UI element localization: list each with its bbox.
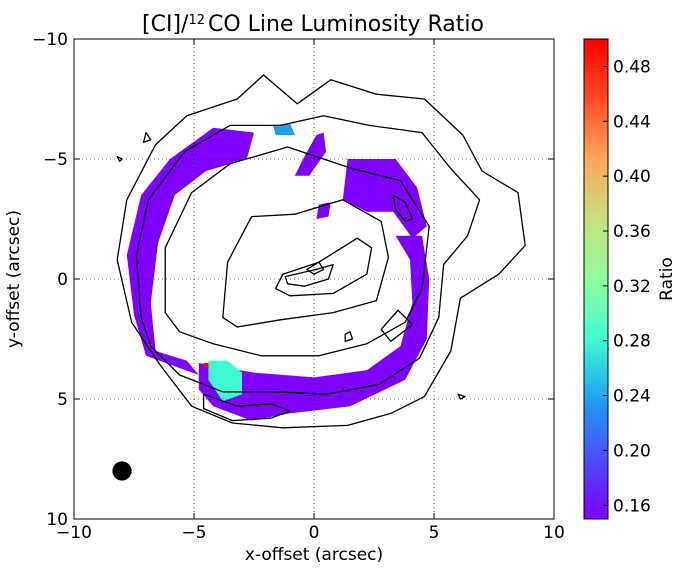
colorbar-tick-label: 0.44 bbox=[613, 112, 651, 132]
contour-line bbox=[164, 146, 430, 357]
contour-line bbox=[222, 199, 390, 328]
y-tick-label: 10 bbox=[46, 510, 68, 530]
x-tick-label: 5 bbox=[429, 523, 440, 543]
contour-line bbox=[142, 131, 152, 143]
x-axis-label: x-offset (arcsec) bbox=[245, 545, 383, 565]
x-tick-label: −10 bbox=[56, 523, 92, 543]
grid-lines bbox=[74, 39, 554, 519]
contour-line bbox=[135, 115, 481, 395]
colorbar-tick-label: 0.28 bbox=[613, 332, 651, 352]
x-tick-label: 0 bbox=[309, 523, 320, 543]
colorbar-tick-label: 0.32 bbox=[613, 277, 651, 297]
colorbar-tick-label: 0.48 bbox=[613, 57, 651, 77]
colorbar-ticks: 0.16 0.20 0.24 0.28 0.32 0.36 0.40 0.44 0.48 bbox=[603, 57, 651, 516]
title-rest: CO Line Luminosity Ratio bbox=[208, 12, 484, 37]
colorbar-label: Ratio bbox=[657, 257, 677, 301]
contour-line bbox=[202, 393, 291, 422]
ratio-region bbox=[342, 159, 427, 239]
colorbar-tick-label: 0.16 bbox=[613, 496, 651, 516]
contour-line bbox=[284, 263, 334, 287]
y-tick-label: 0 bbox=[57, 270, 68, 290]
colorbar-tick-label: 0.20 bbox=[613, 441, 651, 461]
contour-line bbox=[116, 155, 123, 163]
y-axis-label: y-offset (arcsec) bbox=[4, 210, 24, 348]
colorbar-tick-label: 0.36 bbox=[613, 222, 651, 242]
colorbar-tick-label: 0.40 bbox=[613, 167, 651, 187]
x-tick-label: −5 bbox=[181, 523, 206, 543]
y-tick-label: −5 bbox=[43, 150, 68, 170]
colorbar-tick-label: 0.24 bbox=[613, 387, 651, 407]
contour-line bbox=[306, 261, 325, 275]
contour-line bbox=[392, 194, 414, 223]
contour-line bbox=[116, 74, 526, 429]
x-tick-label: 10 bbox=[543, 523, 565, 543]
title-superscript: 12 bbox=[188, 13, 205, 28]
contour-line bbox=[457, 393, 466, 400]
contour-line bbox=[344, 331, 354, 343]
beam-circle bbox=[112, 461, 132, 481]
ratio-region bbox=[126, 127, 254, 375]
co-contours bbox=[116, 74, 526, 429]
title-main: [CI]/ bbox=[142, 12, 189, 37]
ratio-region bbox=[198, 235, 430, 421]
chart-title: [CI]/12 CO Line Luminosity Ratio bbox=[142, 12, 484, 37]
ratio-map bbox=[126, 123, 430, 421]
contour-line bbox=[380, 309, 414, 343]
colorbar bbox=[583, 38, 609, 520]
y-tick-label: −10 bbox=[32, 30, 68, 50]
contour-line bbox=[274, 237, 373, 297]
beam-marker bbox=[112, 461, 132, 481]
ratio-region bbox=[203, 363, 209, 368]
y-tick-label: 5 bbox=[57, 390, 68, 410]
